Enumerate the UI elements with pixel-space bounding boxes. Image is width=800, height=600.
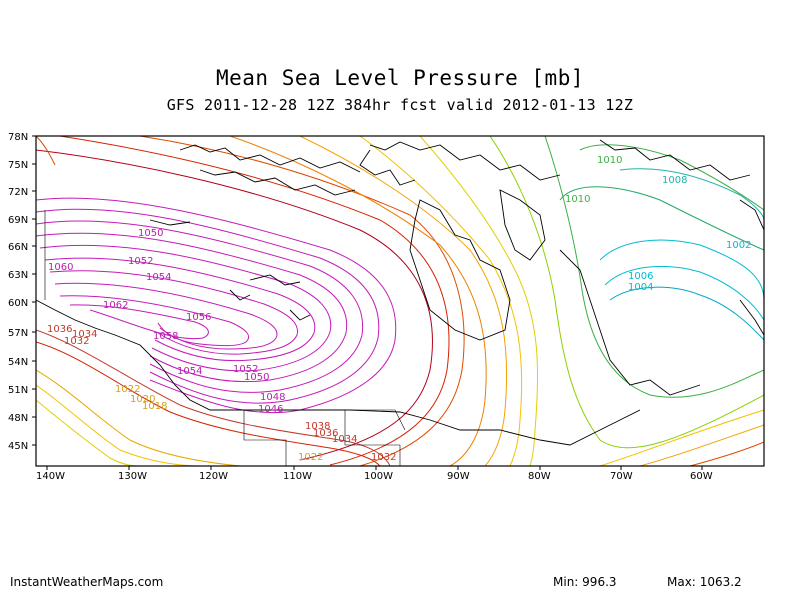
coastlines [36, 139, 764, 446]
max-value: 1063.2 [699, 575, 742, 589]
contour-label: 1050 [244, 372, 269, 383]
min-value: 996.3 [582, 575, 617, 589]
contour-label: 1022 [115, 384, 140, 395]
lat-label: 48N [8, 413, 28, 424]
contour-labels: 1060 1050 1052 1054 1062 1056 1058 1054 … [47, 155, 751, 463]
lat-label: 66N [8, 242, 28, 253]
lat-label: 57N [8, 328, 28, 339]
contour-label: 1058 [153, 331, 178, 342]
lat-label: 54N [8, 357, 28, 368]
contour-label: 1062 [103, 300, 128, 311]
contour-label: 1010 [597, 155, 622, 166]
lat-label: 78N [8, 132, 28, 143]
lat-label: 75N [8, 160, 28, 171]
contour-label: 1034 [72, 329, 97, 340]
contour-label: 1034 [332, 434, 357, 445]
lat-label: 60N [8, 298, 28, 309]
lon-label: 100W [364, 471, 393, 482]
lon-label: 120W [199, 471, 228, 482]
min-label: Min: [553, 575, 579, 589]
contour-label: 1052 [233, 364, 258, 375]
max-label: Max: [667, 575, 696, 589]
max-pressure: Max: 1063.2 [667, 575, 742, 589]
lat-label: 69N [8, 215, 28, 226]
longitude-labels: 140W 130W 120W 110W 100W 90W 80W 70W 60W [36, 471, 713, 482]
lon-label: 130W [118, 471, 147, 482]
map-subtitle: GFS 2011-12-28 12Z 384hr fcst valid 2012… [166, 96, 634, 114]
lon-label: 140W [36, 471, 65, 482]
contour-label: 1006 [628, 271, 653, 282]
plot-frame [35, 135, 765, 467]
lon-label: 110W [283, 471, 312, 482]
contour-label: 1050 [138, 228, 163, 239]
lon-label: 70W [610, 471, 633, 482]
lon-label: 90W [447, 471, 470, 482]
latitude-labels: 78N 75N 72N 69N 66N 63N 60N 57N 54N 51N … [8, 132, 28, 452]
lat-label: 63N [8, 270, 28, 281]
contour-label: 1054 [146, 272, 171, 283]
lon-label: 80W [528, 471, 551, 482]
contour-label: 1036 [47, 324, 72, 335]
axis-ticks [32, 135, 703, 470]
contour-label: 1032 [64, 336, 89, 347]
lon-label: 60W [690, 471, 713, 482]
contour-label: 1054 [177, 366, 202, 377]
contour-label: 1032 [371, 452, 396, 463]
contour-label: 1036 [313, 428, 338, 439]
contour-label: 1002 [726, 240, 751, 251]
borders [44, 210, 406, 466]
contour-label: 1020 [130, 394, 155, 405]
isobars [36, 136, 764, 466]
contour-label: 1004 [628, 282, 653, 293]
contour-label: 1022 [298, 452, 323, 463]
map-title: Mean Sea Level Pressure [mb] [215, 66, 584, 90]
site-credit: InstantWeatherMaps.com [10, 575, 164, 589]
min-pressure: Min: 996.3 [553, 575, 617, 589]
contour-label: 1048 [260, 392, 285, 403]
contour-label: 1010 [565, 194, 590, 205]
contour-label: 1056 [186, 312, 211, 323]
contour-label: 1038 [305, 421, 330, 432]
contour-label: 1046 [258, 404, 283, 415]
contour-label: 1008 [662, 175, 687, 186]
contour-label: 1052 [128, 256, 153, 267]
contour-label: 1060 [48, 262, 73, 273]
lat-label: 51N [8, 385, 28, 396]
lat-label: 72N [8, 187, 28, 198]
contour-label: 1018 [142, 401, 167, 412]
lat-label: 45N [8, 441, 28, 452]
